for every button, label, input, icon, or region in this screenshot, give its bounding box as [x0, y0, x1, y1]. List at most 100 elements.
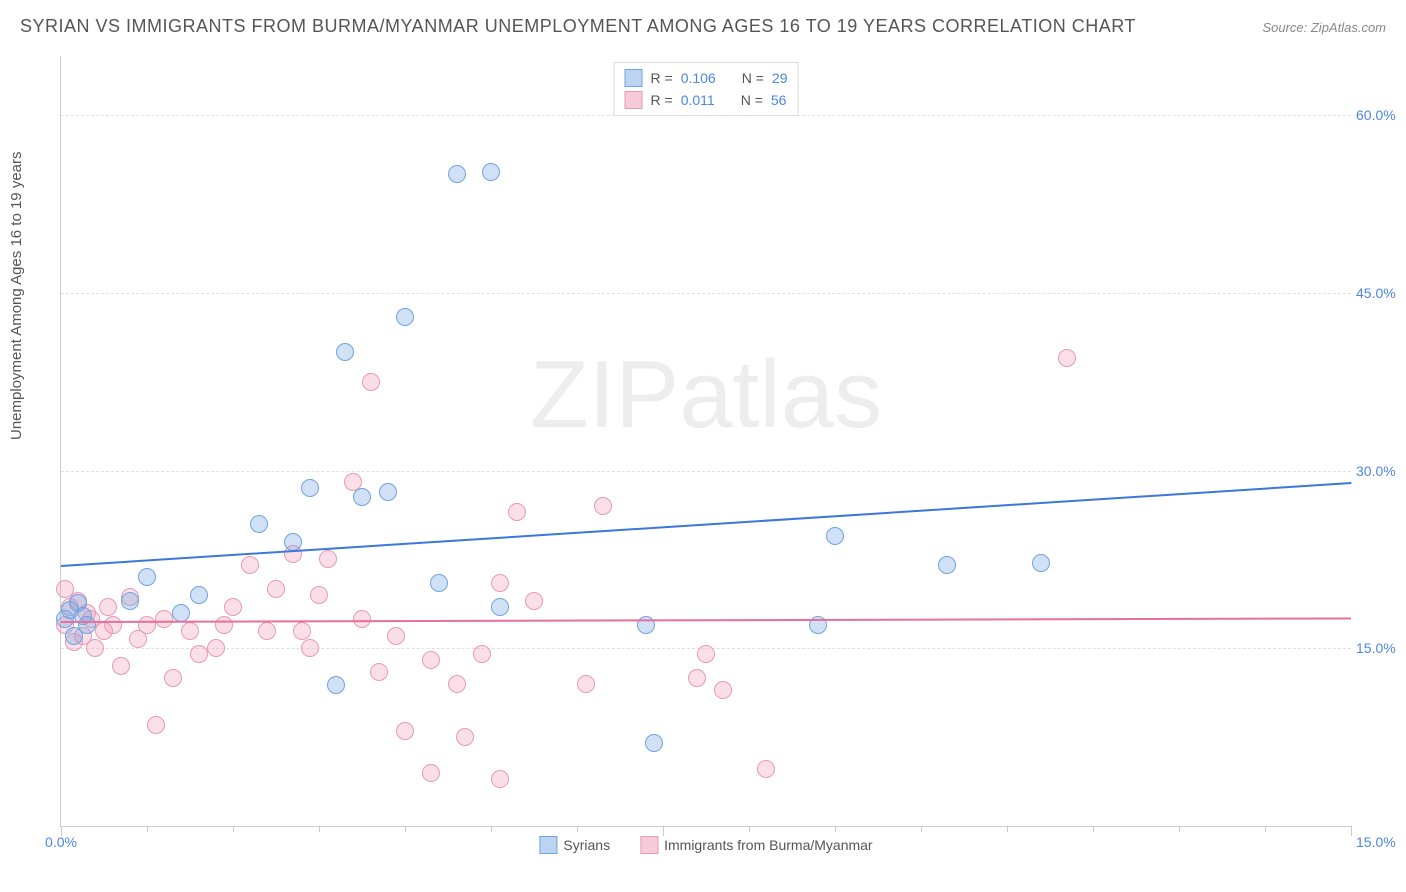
series-legend: Syrians Immigrants from Burma/Myanmar — [539, 836, 872, 854]
data-point — [284, 533, 302, 551]
stat-n-value: 56 — [771, 92, 787, 108]
data-point — [422, 764, 440, 782]
data-point — [396, 308, 414, 326]
data-point — [688, 669, 706, 687]
watermark: ZIPatlas — [530, 340, 882, 450]
data-point — [491, 598, 509, 616]
data-point — [482, 163, 500, 181]
data-point — [491, 770, 509, 788]
trend-line — [61, 617, 1351, 623]
data-point — [164, 669, 182, 687]
scatter-plot-area: ZIPatlas R =0.106N =29R =0.011N =56 Syri… — [60, 56, 1351, 827]
y-axis-label: Unemployment Among Ages 16 to 19 years — [8, 151, 25, 440]
legend-swatch — [625, 91, 643, 109]
data-point — [301, 479, 319, 497]
data-point — [396, 722, 414, 740]
data-point — [491, 574, 509, 592]
stats-row: R = 0.106 N = 29 — [625, 67, 788, 89]
data-point — [336, 343, 354, 361]
x-tick-mark — [749, 826, 750, 832]
gridline — [61, 115, 1351, 116]
y-tick-label: 60.0% — [1356, 107, 1406, 123]
x-tick-mark — [835, 826, 836, 832]
data-point — [224, 598, 242, 616]
gridline — [61, 471, 1351, 472]
data-point — [301, 639, 319, 657]
x-tick-mark — [147, 826, 148, 832]
stats-legend: R = 0.106 N = 29R = 0.011 N = 56 — [614, 62, 799, 116]
x-tick-mark — [663, 826, 664, 836]
data-point — [155, 610, 173, 628]
x-tick-mark — [233, 826, 234, 832]
x-tick-mark — [405, 826, 406, 832]
legend-label: Immigrants from Burma/Myanmar — [664, 837, 872, 853]
x-tick-mark — [491, 826, 492, 832]
data-point — [353, 488, 371, 506]
data-point — [757, 760, 775, 778]
stat-n-label: N = — [742, 70, 764, 86]
data-point — [826, 527, 844, 545]
stat-r-value: 0.011 — [681, 92, 715, 108]
data-point — [577, 675, 595, 693]
data-point — [473, 645, 491, 663]
data-point — [697, 645, 715, 663]
data-point — [190, 586, 208, 604]
legend-swatch — [539, 836, 557, 854]
data-point — [645, 734, 663, 752]
data-point — [448, 675, 466, 693]
data-point — [207, 639, 225, 657]
data-point — [714, 681, 732, 699]
data-point — [138, 568, 156, 586]
data-point — [241, 556, 259, 574]
data-point — [172, 604, 190, 622]
data-point — [181, 622, 199, 640]
y-tick-label: 45.0% — [1356, 285, 1406, 301]
data-point — [448, 165, 466, 183]
stat-r-value: 0.106 — [681, 70, 716, 86]
data-point — [121, 592, 139, 610]
data-point — [370, 663, 388, 681]
data-point — [86, 639, 104, 657]
data-point — [104, 616, 122, 634]
data-point — [258, 622, 276, 640]
gridline — [61, 293, 1351, 294]
data-point — [379, 483, 397, 501]
data-point — [525, 592, 543, 610]
y-tick-label: 15.0% — [1356, 640, 1406, 656]
data-point — [78, 616, 96, 634]
x-tick-mark — [577, 826, 578, 832]
data-point — [456, 728, 474, 746]
data-point — [99, 598, 117, 616]
data-point — [267, 580, 285, 598]
source-attribution: Source: ZipAtlas.com — [1262, 20, 1386, 35]
data-point — [430, 574, 448, 592]
data-point — [508, 503, 526, 521]
data-point — [147, 716, 165, 734]
legend-label: Syrians — [563, 837, 610, 853]
stats-row: R =0.011N =56 — [625, 89, 788, 111]
x-axis-min-label: 0.0% — [45, 834, 77, 850]
data-point — [362, 373, 380, 391]
x-tick-mark — [61, 826, 62, 836]
x-tick-mark — [1007, 826, 1008, 832]
data-point — [327, 676, 345, 694]
stat-r-label: R = — [651, 70, 673, 86]
x-tick-mark — [1351, 826, 1352, 836]
data-point — [1032, 554, 1050, 572]
data-point — [938, 556, 956, 574]
x-tick-mark — [1093, 826, 1094, 832]
x-tick-mark — [1179, 826, 1180, 832]
chart-title: SYRIAN VS IMMIGRANTS FROM BURMA/MYANMAR … — [20, 16, 1136, 37]
y-tick-label: 30.0% — [1356, 463, 1406, 479]
data-point — [1058, 349, 1076, 367]
data-point — [310, 586, 328, 604]
data-point — [353, 610, 371, 628]
stat-n-value: 29 — [772, 70, 788, 86]
legend-item: Immigrants from Burma/Myanmar — [640, 836, 872, 854]
stat-n-label: N = — [741, 92, 763, 108]
x-tick-mark — [319, 826, 320, 832]
data-point — [637, 616, 655, 634]
legend-swatch — [625, 69, 643, 87]
data-point — [190, 645, 208, 663]
data-point — [387, 627, 405, 645]
